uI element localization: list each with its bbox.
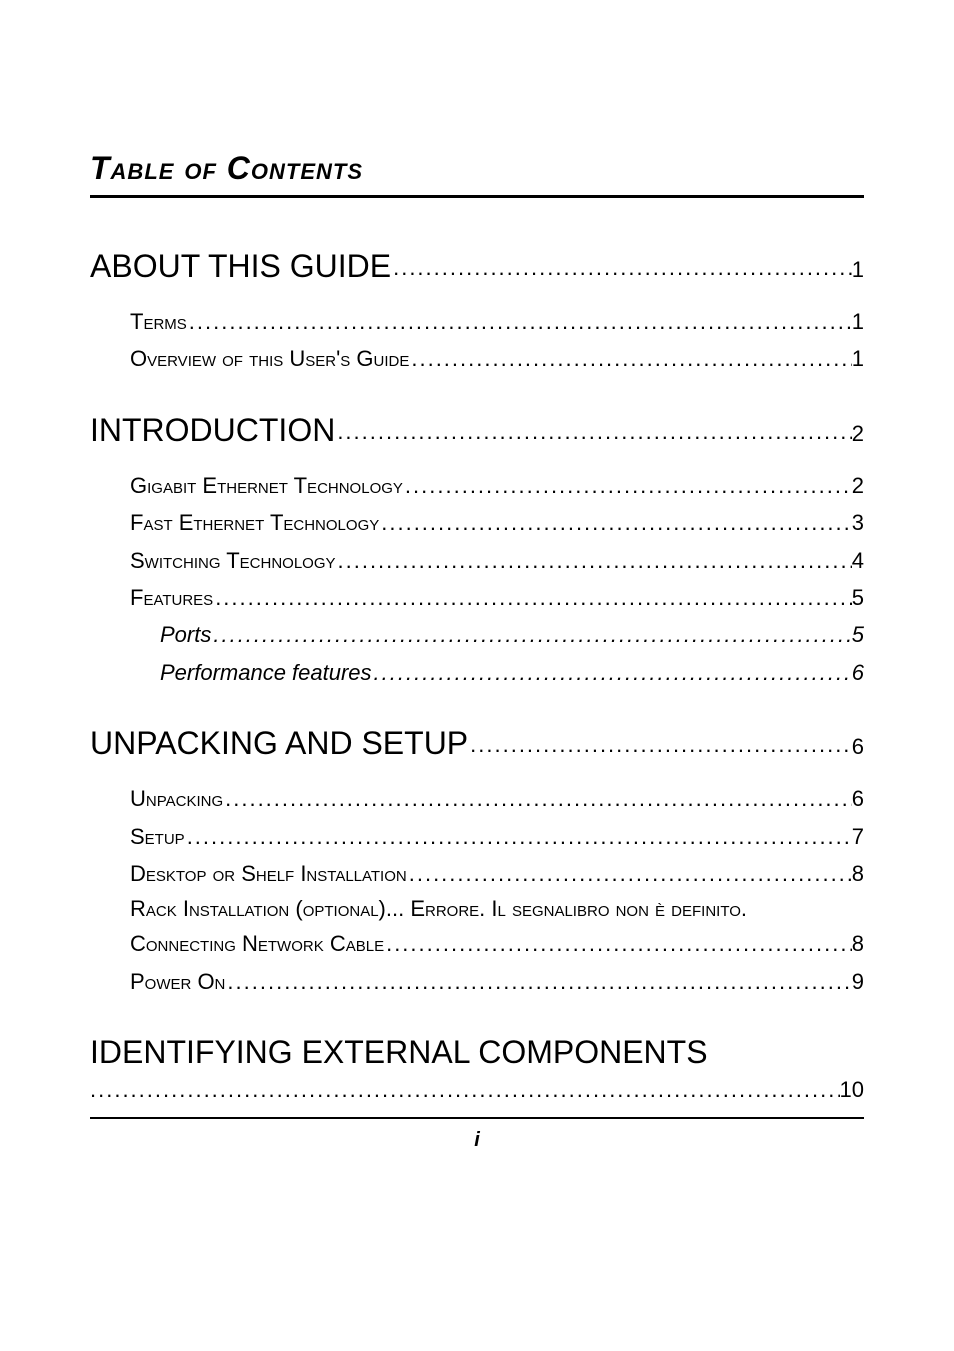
toc-page-num: 8 [852,925,864,962]
toc-page-num: 4 [852,542,864,579]
toc-item[interactable]: Overview of this User's Guide 1 [130,340,864,377]
leader-dots [468,732,852,758]
toc-page-num: 8 [852,855,864,892]
toc-section-about[interactable]: ABOUT THIS GUIDE 1 [90,248,864,285]
toc-label: Unpacking [130,780,223,817]
toc-item[interactable]: Features 5 [130,579,864,616]
toc-label: Connecting Network Cable [130,925,384,962]
toc-page-num: 1 [852,257,864,283]
toc-label: Terms [130,303,187,340]
leader-dots [403,467,852,504]
leader-dots [211,616,851,653]
page-number: i [474,1129,480,1151]
toc-page-num: 5 [852,616,864,653]
leader-dots [187,303,852,340]
toc-item-error: Rack Installation (optional)... Errore. … [130,892,864,925]
leader-dots [225,963,851,1000]
toc-label: Setup [130,818,185,855]
leader-dots [379,504,852,541]
leader-dots [185,818,852,855]
toc-page-num: 1 [852,303,864,340]
toc-item[interactable]: Connecting Network Cable 8 [130,925,864,962]
toc-page-num: 6 [852,654,864,691]
toc-item[interactable]: Unpacking 6 [130,780,864,817]
toc-section-unpacking[interactable]: UNPACKING AND SETUP 6 [90,725,864,762]
toc-page-num: 6 [852,780,864,817]
toc-label: Desktop or Shelf Installation [130,855,407,892]
leader-dots [213,579,852,616]
toc-item[interactable]: Power On 9 [130,963,864,1000]
toc-page-num: 2 [852,467,864,504]
toc-label: ABOUT THIS GUIDE [90,248,391,285]
leader-dots [336,542,852,579]
page-footer: i [90,1117,864,1152]
toc-page-num: 9 [852,963,864,1000]
toc-item[interactable]: Desktop or Shelf Installation 8 [130,855,864,892]
toc-label: Overview of this User's Guide [130,340,409,377]
leader-dots [384,925,852,962]
toc-page-num: 1 [852,340,864,377]
toc-page-num: 10 [840,1077,864,1103]
toc-subitem[interactable]: Performance features 6 [160,654,864,691]
toc-item[interactable]: Setup 7 [130,818,864,855]
leader-dots [407,855,852,892]
leader-dots [409,340,851,377]
toc-section-identifying[interactable]: IDENTIFYING EXTERNAL COMPONENTS 10 [90,1034,864,1103]
page-container: Table of Contents ABOUT THIS GUIDE 1 Ter… [0,0,954,1192]
toc-label: Gigabit Ethernet Technology [130,467,403,504]
toc-label: Ports [160,616,211,653]
toc-item[interactable]: Terms 1 [130,303,864,340]
toc-label: IDENTIFYING EXTERNAL COMPONENTS [90,1034,864,1071]
toc-subitem[interactable]: Ports 5 [160,616,864,653]
toc-page-num: 3 [852,504,864,541]
leader-dots [372,654,852,691]
leader-dots [223,780,852,817]
leader-dots [90,1077,840,1103]
toc-section-introduction[interactable]: INTRODUCTION 2 [90,412,864,449]
toc-item[interactable]: Gigabit Ethernet Technology 2 [130,467,864,504]
toc-label: INTRODUCTION [90,412,335,449]
toc-label: UNPACKING AND SETUP [90,725,468,762]
toc-page-num: 7 [852,818,864,855]
leader-dots [335,419,851,445]
toc-item[interactable]: Fast Ethernet Technology 3 [130,504,864,541]
toc-page-num: 6 [852,734,864,760]
toc-item[interactable]: Switching Technology 4 [130,542,864,579]
toc-page-num: 5 [852,579,864,616]
toc-label: Features [130,579,213,616]
toc-label: Fast Ethernet Technology [130,504,379,541]
toc-page-num: 2 [852,421,864,447]
leader-dots [391,255,852,281]
toc-label: Power On [130,963,225,1000]
toc-title: Table of Contents [90,150,864,198]
toc-label: Switching Technology [130,542,336,579]
toc-label: Performance features [160,654,372,691]
